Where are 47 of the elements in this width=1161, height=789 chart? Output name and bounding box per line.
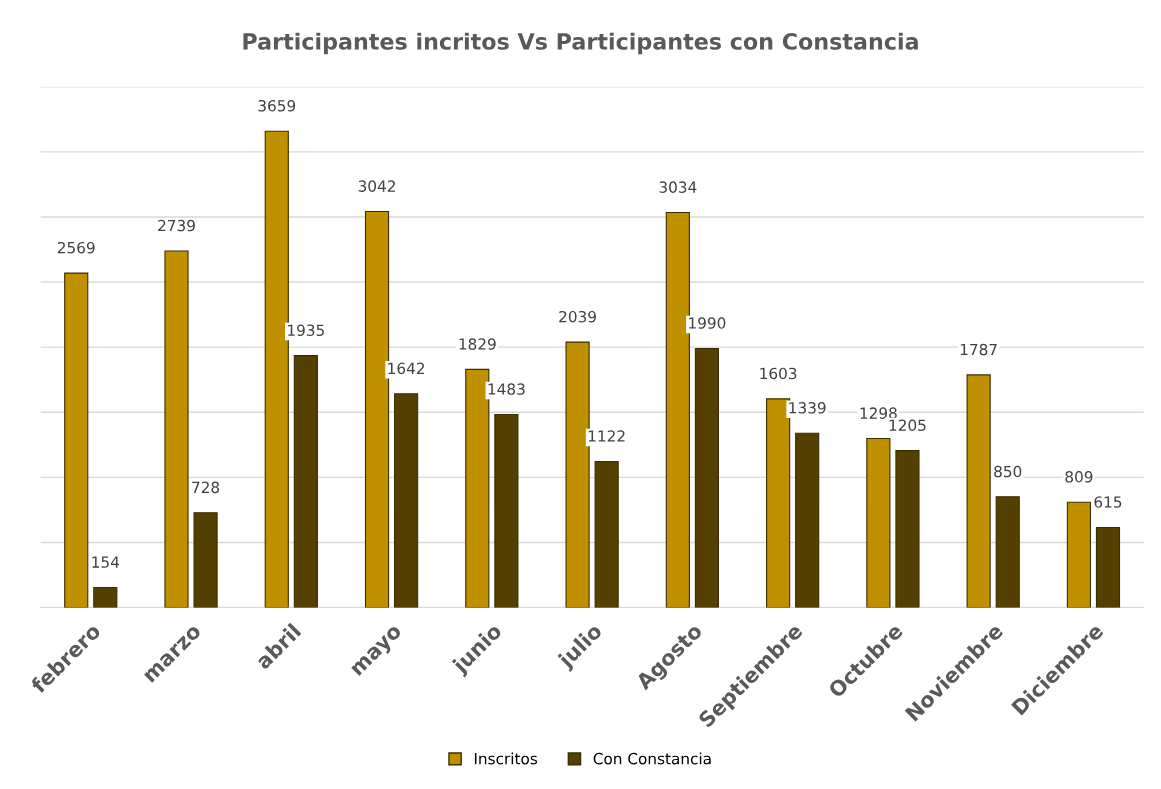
data-label: 1483 (488, 383, 525, 395)
data-label: 1298 (860, 407, 897, 419)
bar (465, 368, 490, 608)
data-label: 1787 (960, 343, 997, 356)
bar (766, 398, 791, 608)
data-label: 728 (192, 481, 220, 494)
data-label: 1829 (459, 338, 496, 350)
bar (665, 211, 690, 608)
chart-title: Participantes incritos Vs Participantes con Constancia (243, 32, 918, 55)
data-label: 3042 (358, 180, 395, 192)
data-label: 1339 (789, 402, 826, 414)
legend-label: Inscritos (474, 752, 538, 765)
bar (364, 210, 390, 608)
bar (594, 460, 619, 608)
bar (193, 512, 218, 608)
data-label: 615 (1094, 496, 1122, 508)
data-label: 1205 (889, 419, 926, 432)
bar (565, 341, 590, 608)
bar (93, 586, 118, 608)
data-label: 1603 (760, 367, 797, 380)
data-label: 1642 (388, 362, 425, 375)
data-label: 1935 (288, 324, 324, 336)
bar (694, 347, 720, 608)
bar (293, 355, 318, 608)
legend-label: Con Constancia (593, 752, 711, 765)
bar (164, 250, 189, 608)
bar (494, 413, 519, 608)
data-label: 2569 (57, 241, 95, 254)
bar (1066, 501, 1091, 608)
data-label: 154 (92, 556, 120, 568)
data-label: 2039 (559, 310, 596, 323)
data-label: 3659 (258, 100, 296, 112)
data-label: 2739 (158, 219, 195, 232)
bar (394, 393, 419, 608)
bar (1095, 526, 1121, 608)
bar (895, 450, 920, 608)
data-label: 1990 (689, 317, 726, 329)
bar (966, 374, 991, 608)
data-label: 3034 (659, 181, 697, 193)
bar (866, 437, 891, 608)
data-label: 1122 (588, 430, 625, 442)
bar (795, 432, 820, 608)
bar (64, 272, 89, 608)
data-label: 809 (1065, 471, 1093, 483)
bar (264, 130, 289, 608)
bar (995, 496, 1020, 608)
data-label: 850 (994, 465, 1022, 478)
